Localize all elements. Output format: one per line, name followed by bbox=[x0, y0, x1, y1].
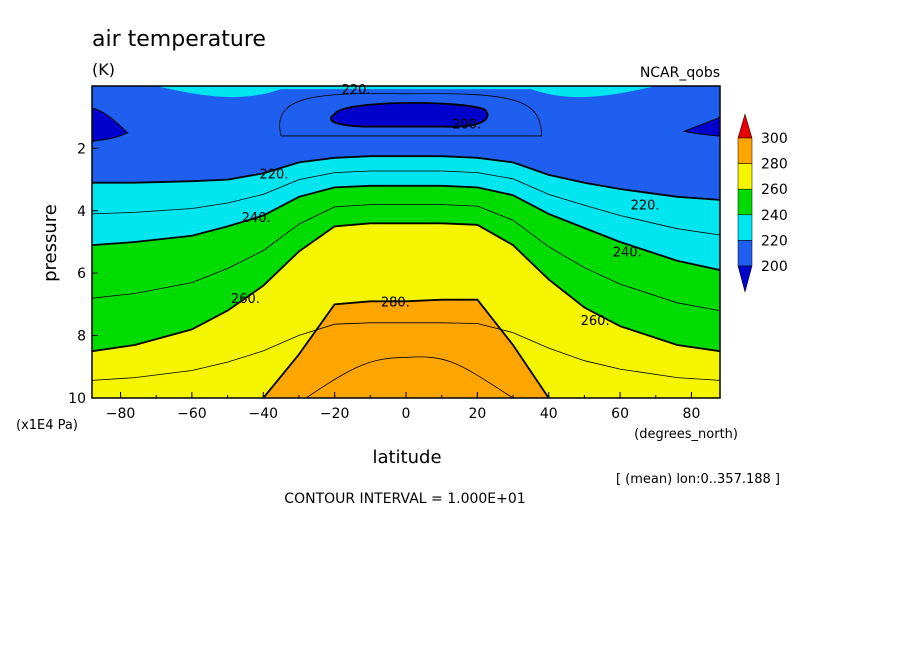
y-tick-label: 2 bbox=[77, 141, 86, 157]
dataset-label: NCAR_qobs bbox=[640, 65, 720, 81]
plot-area: 220. 200. 220. 220. 240. 240. 260. 260. 280. −80… bbox=[68, 83, 721, 422]
isoline-230 bbox=[92, 170, 720, 236]
x-axis-units: (degrees_north) bbox=[634, 427, 738, 442]
x-tick-label: −80 bbox=[106, 406, 136, 422]
colorbar-top-arrow bbox=[737, 113, 753, 139]
colorbar-level-label: 200 bbox=[761, 259, 788, 275]
y-axis-units: (x1E4 Pa) bbox=[16, 418, 78, 433]
isoline-iso_260 bbox=[92, 222, 720, 353]
isoline-iso_240 bbox=[92, 184, 720, 271]
colorbar-swatch bbox=[737, 214, 753, 241]
colorbar-swatch bbox=[737, 188, 753, 216]
band-below-200 bbox=[330, 101, 489, 128]
isoline-210 bbox=[279, 93, 542, 137]
contour-label: 280. bbox=[381, 295, 410, 310]
contour-label: 220. bbox=[260, 167, 289, 182]
contour-label: 220. bbox=[342, 83, 371, 98]
band-polar-left bbox=[92, 107, 129, 144]
chart-title: air temperature bbox=[92, 27, 266, 52]
colorbar-swatch bbox=[737, 240, 753, 267]
contour-label: 240. bbox=[242, 211, 271, 226]
band-top-strip bbox=[92, 86, 720, 98]
x-axis-ticks: −80 −60 −40 −20 0 20 40 60 80 bbox=[106, 392, 701, 422]
colorbar-bottom-arrow bbox=[737, 265, 753, 293]
y-tick-label: 8 bbox=[77, 329, 86, 345]
contour-label: 240. bbox=[613, 245, 642, 260]
x-tick-label: 40 bbox=[540, 406, 558, 422]
x-tick-label: −40 bbox=[248, 406, 278, 422]
chart-units: (K) bbox=[92, 60, 115, 79]
contour-labels: 220. 200. 220. 220. 240. 240. 260. 260. 280. bbox=[231, 83, 660, 329]
x-tick-label: −60 bbox=[177, 406, 207, 422]
y-tick-label: 4 bbox=[77, 204, 86, 220]
x-axis-label: latitude bbox=[372, 447, 441, 468]
contour-lines bbox=[92, 93, 720, 398]
colorbar-level-label: 220 bbox=[761, 233, 788, 249]
x-tick-label: 20 bbox=[468, 406, 486, 422]
contour-label: 260. bbox=[231, 292, 260, 307]
x-tick-label: 80 bbox=[683, 406, 701, 422]
colorbar-legend: 300 280 260 240 220 200 bbox=[737, 113, 788, 293]
colorbar-swatch bbox=[737, 163, 753, 190]
colorbar-swatch bbox=[737, 137, 753, 164]
contour-interval-text: CONTOUR INTERVAL = 1.000E+01 bbox=[284, 491, 525, 507]
y-tick-label: 10 bbox=[68, 391, 86, 407]
contour-label: 260. bbox=[581, 314, 610, 329]
contour-bands bbox=[92, 86, 720, 398]
y-axis-label: pressure bbox=[40, 204, 61, 282]
isoline-270 bbox=[92, 322, 720, 381]
colorbar-level-label: 260 bbox=[761, 182, 788, 198]
colorbar-level-label: 240 bbox=[761, 208, 788, 224]
band-polar-right bbox=[682, 116, 720, 137]
colorbar-level-label: 300 bbox=[761, 131, 788, 147]
x-tick-label: 60 bbox=[611, 406, 629, 422]
isoline-iso_220 bbox=[92, 155, 720, 201]
contour-label: 200. bbox=[452, 117, 481, 132]
x-tick-label: 0 bbox=[402, 406, 411, 422]
colorbar-level-label: 280 bbox=[761, 157, 788, 173]
y-axis-ticks: 2 4 6 8 10 bbox=[68, 141, 98, 407]
isoline-290 bbox=[305, 356, 514, 398]
mean-note: [ (mean) lon:0..357.188 ] bbox=[616, 472, 780, 487]
isoline-250 bbox=[92, 204, 720, 311]
contour-label: 220. bbox=[631, 199, 660, 214]
x-tick-label: −20 bbox=[320, 406, 350, 422]
y-tick-label: 6 bbox=[77, 266, 86, 282]
